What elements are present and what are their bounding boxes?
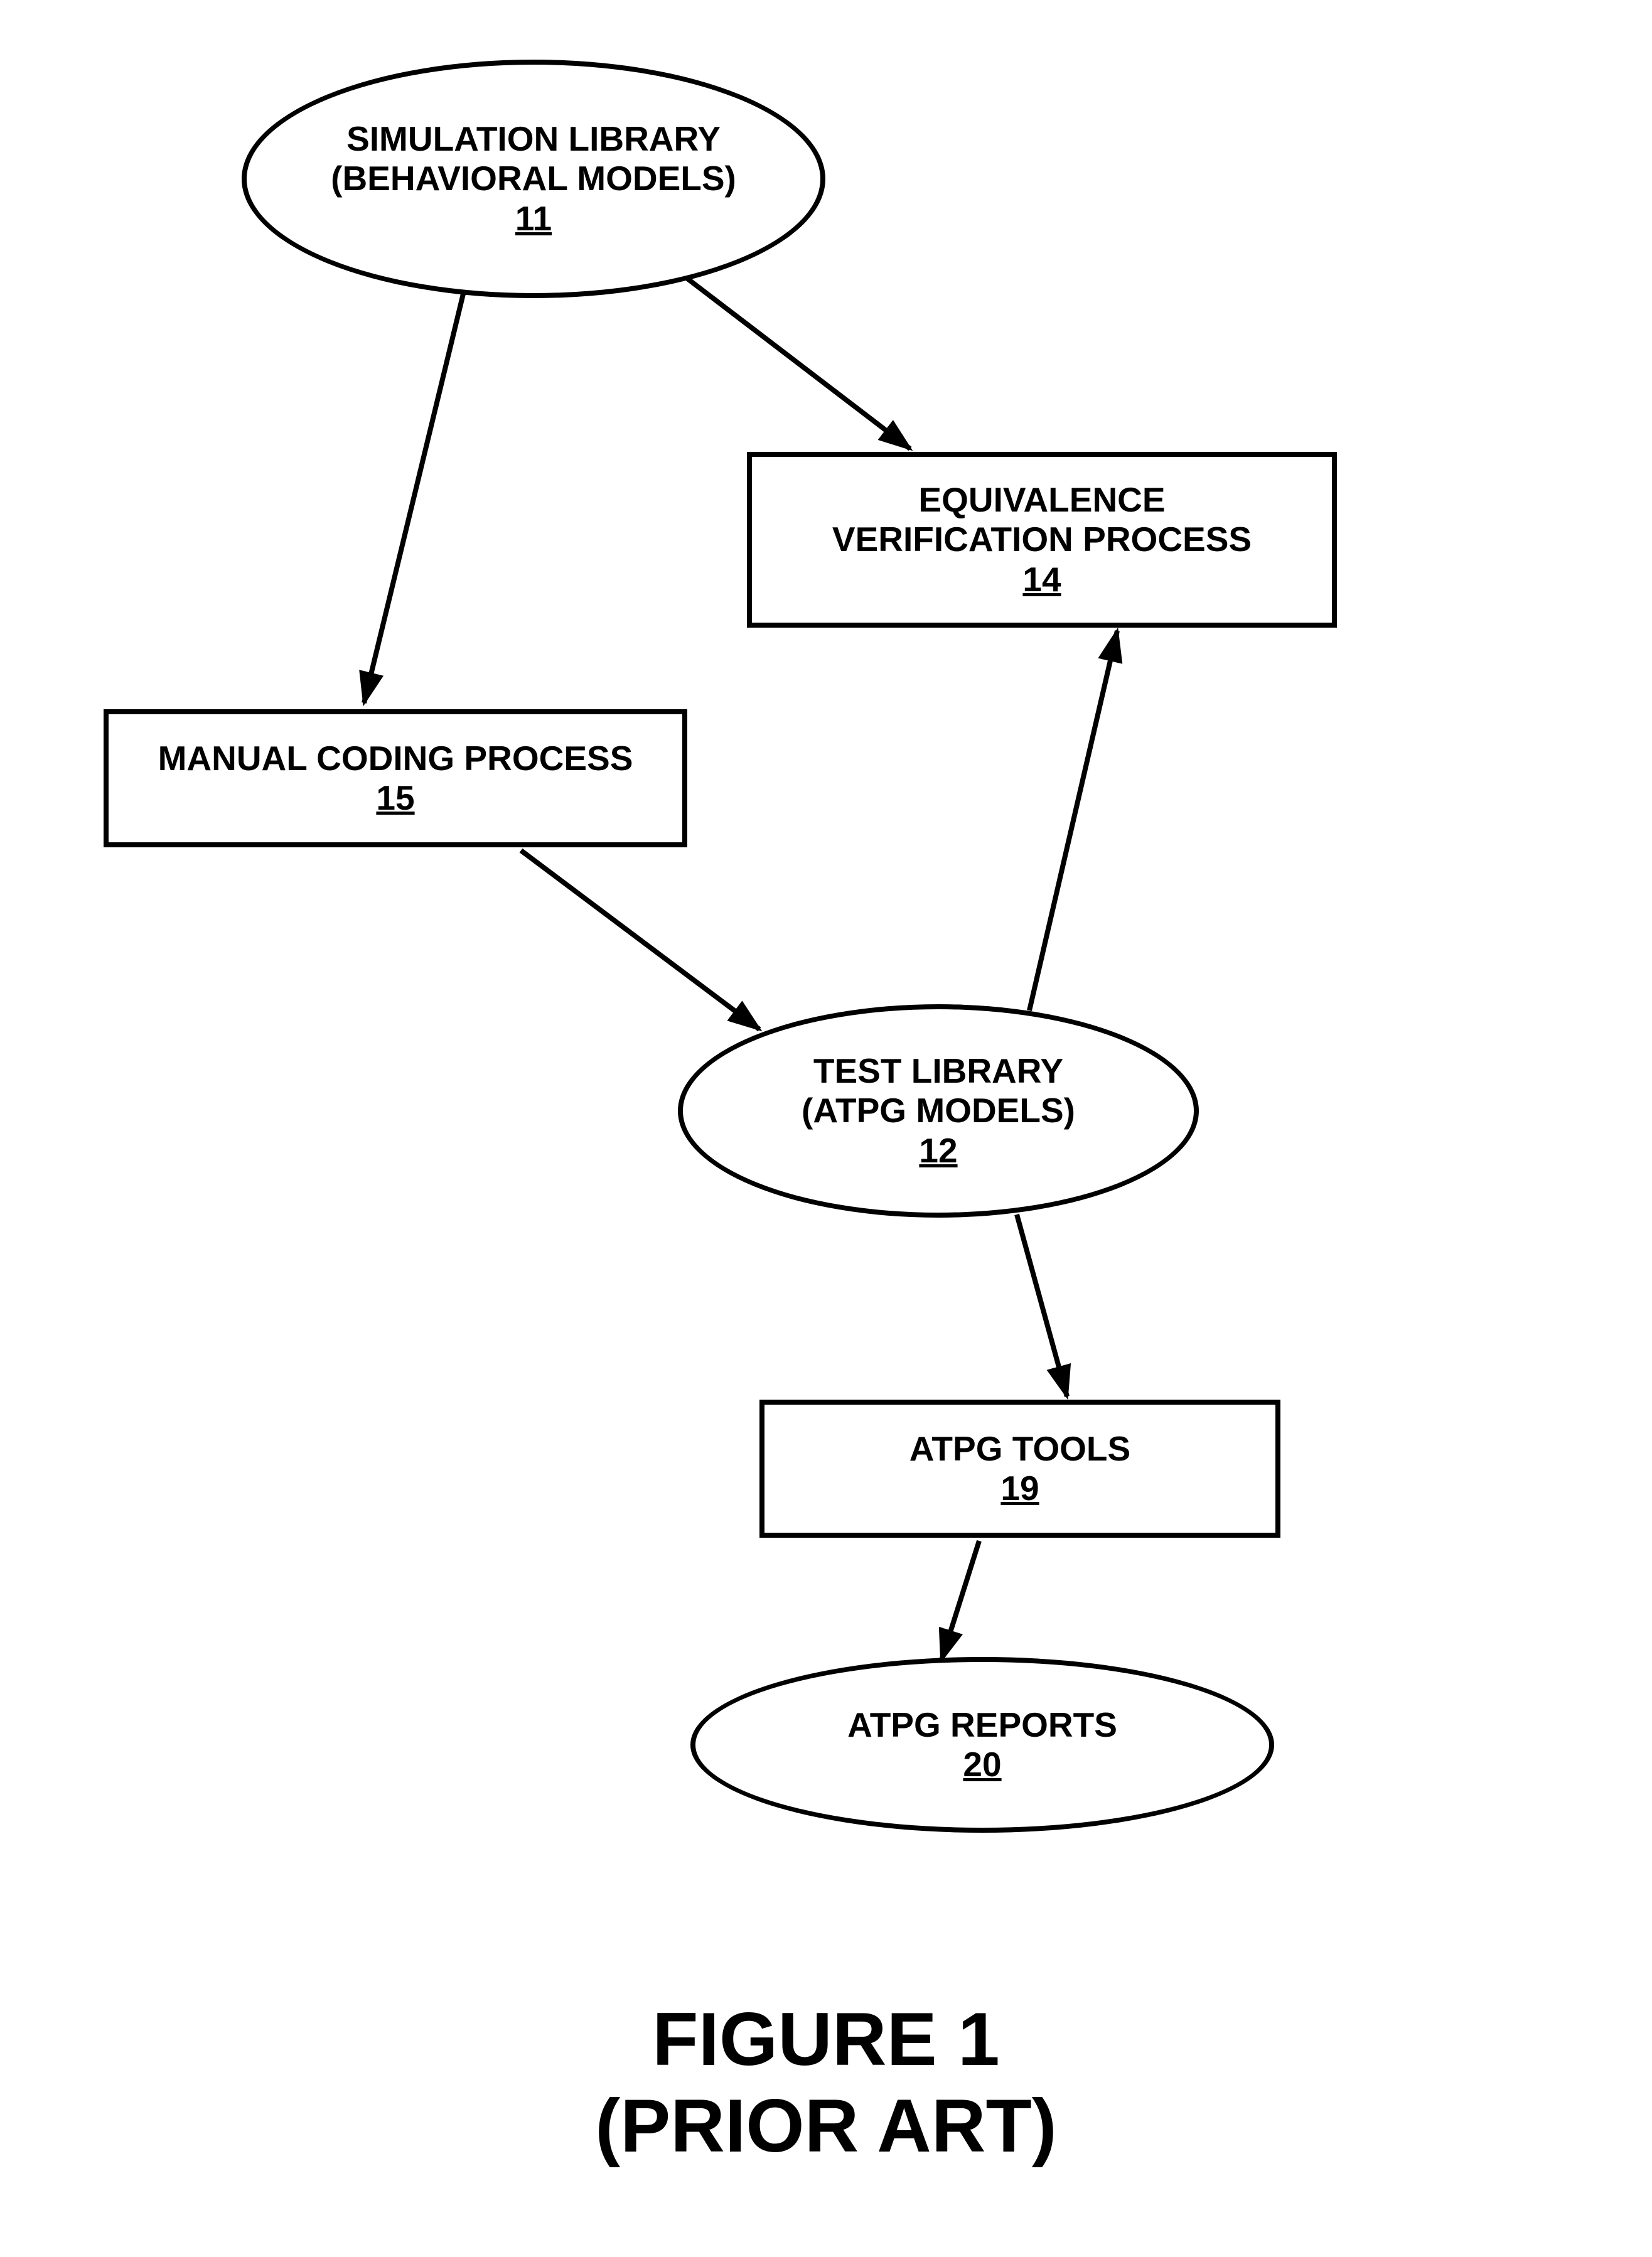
node-atpg-tools: ATPG TOOLS 19 [759,1400,1280,1538]
node-simulation-library: SIMULATION LIBRARY (BEHAVIORAL MODELS) 1… [242,60,825,298]
node-test-library: TEST LIBRARY (ATPG MODELS) 12 [678,1004,1199,1218]
node-atpg-reports: ATPG REPORTS 20 [690,1657,1274,1833]
edge-n11-to-n14 [684,276,910,449]
node-label: SIMULATION LIBRARY [346,119,721,159]
node-label: ATPG REPORTS [847,1705,1117,1745]
edge-n19-to-n20 [941,1541,979,1660]
node-manual-coding: MANUAL CODING PROCESS 15 [104,709,687,847]
node-label: (BEHAVIORAL MODELS) [331,159,736,198]
node-equivalence-verification: EQUIVALENCE VERIFICATION PROCESS 14 [747,452,1337,628]
figure-caption: FIGURE 1 (PRIOR ART) [0,1996,1652,2169]
edge-n12-to-n14 [1029,631,1117,1011]
edge-n11-to-n15 [364,289,464,703]
node-label: EQUIVALENCE [918,480,1165,520]
diagram-canvas: SIMULATION LIBRARY (BEHAVIORAL MODELS) 1… [0,0,1652,2257]
node-ref: 14 [1022,560,1061,599]
node-label: TEST LIBRARY [813,1051,1063,1091]
node-label: ATPG TOOLS [909,1429,1130,1469]
node-ref: 15 [376,778,414,818]
node-ref: 11 [515,199,552,239]
edge-n12-to-n19 [1017,1214,1067,1397]
edge-n15-to-n12 [521,850,759,1029]
caption-line: FIGURE 1 [0,1996,1652,2083]
node-label: VERIFICATION PROCESS [832,520,1252,559]
node-label: (ATPG MODELS) [802,1091,1075,1130]
caption-line: (PRIOR ART) [0,2083,1652,2169]
node-label: MANUAL CODING PROCESS [158,739,633,778]
node-ref: 20 [963,1745,1001,1784]
node-ref: 12 [919,1131,957,1171]
node-ref: 19 [1000,1469,1039,1508]
